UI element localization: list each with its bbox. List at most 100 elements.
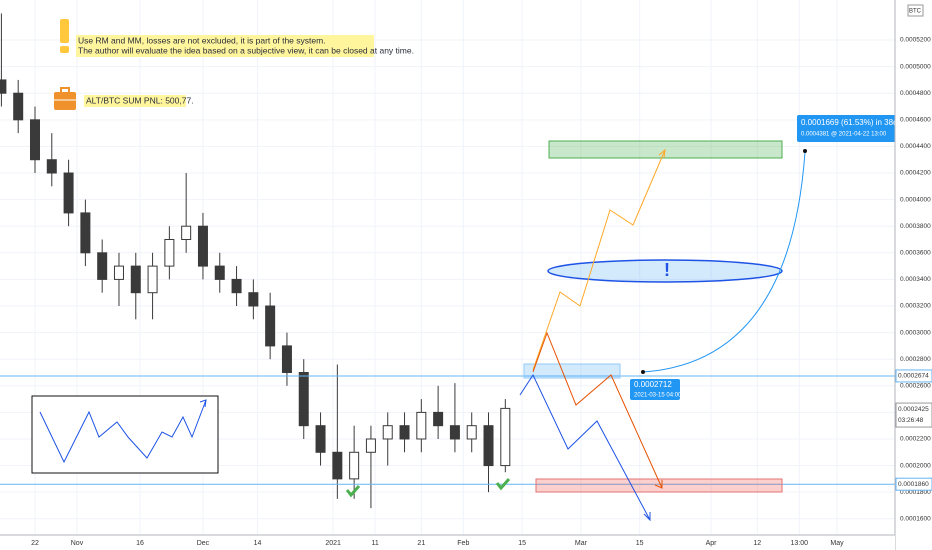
candle-body — [382, 425, 393, 440]
note-bg — [76, 35, 374, 57]
curve — [642, 151, 806, 373]
ellipse-text: ! — [664, 260, 670, 280]
candle-body — [466, 425, 477, 440]
y-tick-label: 0.0004800 — [900, 90, 931, 97]
entry-box — [630, 379, 680, 400]
x-tick-label: Feb — [457, 540, 469, 547]
x-tick-label: 12 — [753, 540, 761, 547]
check — [345, 485, 361, 498]
note: Use RM and MM, losses are not excluded, … — [78, 35, 326, 45]
y-tick-label: 0.0001600 — [900, 515, 931, 522]
y-tick-label: 0.0002600 — [900, 383, 931, 390]
price-tag — [895, 369, 932, 383]
x-tick-label: 11 — [371, 540, 378, 547]
candle-body — [365, 438, 376, 453]
axis-labels: 0.0001600 0.0001800 0.0002000 0.0002200 0.00… — [31, 37, 932, 547]
x-tick-label: 2021 — [325, 540, 341, 547]
y-tick-label: 0.0004600 — [900, 117, 931, 124]
x-tick-label: Mar — [575, 540, 588, 547]
arrow-head — [199, 399, 207, 408]
path-orange — [532, 149, 666, 371]
candle-body — [214, 265, 225, 280]
arrow-head — [658, 148, 666, 159]
check — [495, 478, 511, 491]
candle-body — [181, 225, 192, 241]
candle-body — [449, 425, 460, 440]
y-tick-label: 0.0004400 — [900, 143, 931, 150]
candle-body — [248, 292, 259, 307]
exclamation-icon — [60, 46, 69, 53]
candle-body — [315, 425, 326, 453]
candle-body — [29, 119, 40, 161]
y-tick-label: 0.0002800 — [900, 356, 931, 363]
candle-body — [298, 371, 309, 427]
candle-body — [265, 305, 276, 347]
candle-body — [113, 265, 124, 280]
candle-body — [164, 239, 175, 267]
ellipse — [547, 259, 783, 283]
candle-body — [197, 225, 208, 267]
x-tick-label: Apr — [706, 540, 718, 547]
candle-body — [433, 411, 444, 427]
price-tag-label: 0.0001860 — [898, 481, 929, 488]
candle-body — [500, 407, 511, 467]
y-tick-label: 0.0001800 — [900, 489, 931, 496]
arrow-head — [643, 512, 651, 522]
candle-body — [147, 265, 158, 294]
y-tick-label: 0.0005000 — [900, 63, 931, 70]
target-text: 0.0004381 @ 2021-04-22 13:00 — [801, 132, 887, 138]
price-tag-label: 0.0002674 — [898, 373, 929, 380]
x-tick-label: 15 — [518, 540, 526, 547]
candle-body — [281, 345, 292, 373]
x-tick-label: 14 — [254, 540, 262, 547]
price-lines — [0, 375, 895, 485]
candle-body — [63, 172, 74, 214]
candle-body — [349, 451, 360, 480]
y-tick-label: 0.0004200 — [900, 170, 931, 177]
entry-text: 0.0002712 — [634, 380, 672, 389]
y-axis-bg — [895, 0, 932, 550]
y-tick-label: 0.0002200 — [900, 436, 931, 443]
note-bg — [84, 95, 186, 107]
x-tick-label: May — [830, 540, 844, 547]
briefcase-icon — [54, 92, 76, 110]
point — [803, 149, 807, 153]
y-tick-label: 0.0003400 — [900, 276, 931, 283]
point — [641, 370, 645, 374]
countdown: 03:26:48 — [898, 417, 924, 424]
exclamation-icon — [60, 19, 69, 43]
entry-text: 2021-03-15 04:00 — [634, 393, 682, 399]
path-blue — [519, 373, 651, 521]
y-tick-label: 0.0004000 — [900, 196, 931, 203]
inset-zigzag — [39, 399, 207, 464]
y-tick-label: 0.0003200 — [900, 303, 931, 310]
candles — [0, 13, 511, 509]
briefcase-icon — [60, 87, 70, 94]
candle-body — [46, 159, 57, 174]
candle-body — [0, 79, 7, 94]
candle-body — [231, 278, 242, 294]
entry-zone — [523, 363, 621, 379]
currency-box — [907, 4, 924, 17]
x-tick-label: Dec — [197, 540, 210, 547]
x-tick-label: 22 — [31, 540, 39, 547]
inset-box — [31, 395, 219, 474]
note: The author will evaluate the idea based … — [78, 45, 414, 55]
target-box — [797, 115, 897, 142]
candle-body — [13, 92, 24, 121]
y-tick-label: 0.0003600 — [900, 250, 931, 257]
candle-body — [97, 252, 108, 280]
x-axis-bg — [0, 535, 895, 550]
candle-body — [399, 425, 410, 440]
candle-body — [416, 411, 427, 440]
y-tick-label: 0.0003000 — [900, 329, 931, 336]
currency: BTC — [909, 9, 922, 15]
x-tick-label: 21 — [417, 540, 425, 547]
path-red — [532, 331, 663, 489]
arrow-head — [654, 480, 663, 489]
stop-zone — [535, 478, 783, 493]
candle-body — [80, 212, 91, 254]
last-price-label: 0.0002425 — [898, 406, 929, 413]
x-tick-label: 16 — [136, 540, 144, 547]
